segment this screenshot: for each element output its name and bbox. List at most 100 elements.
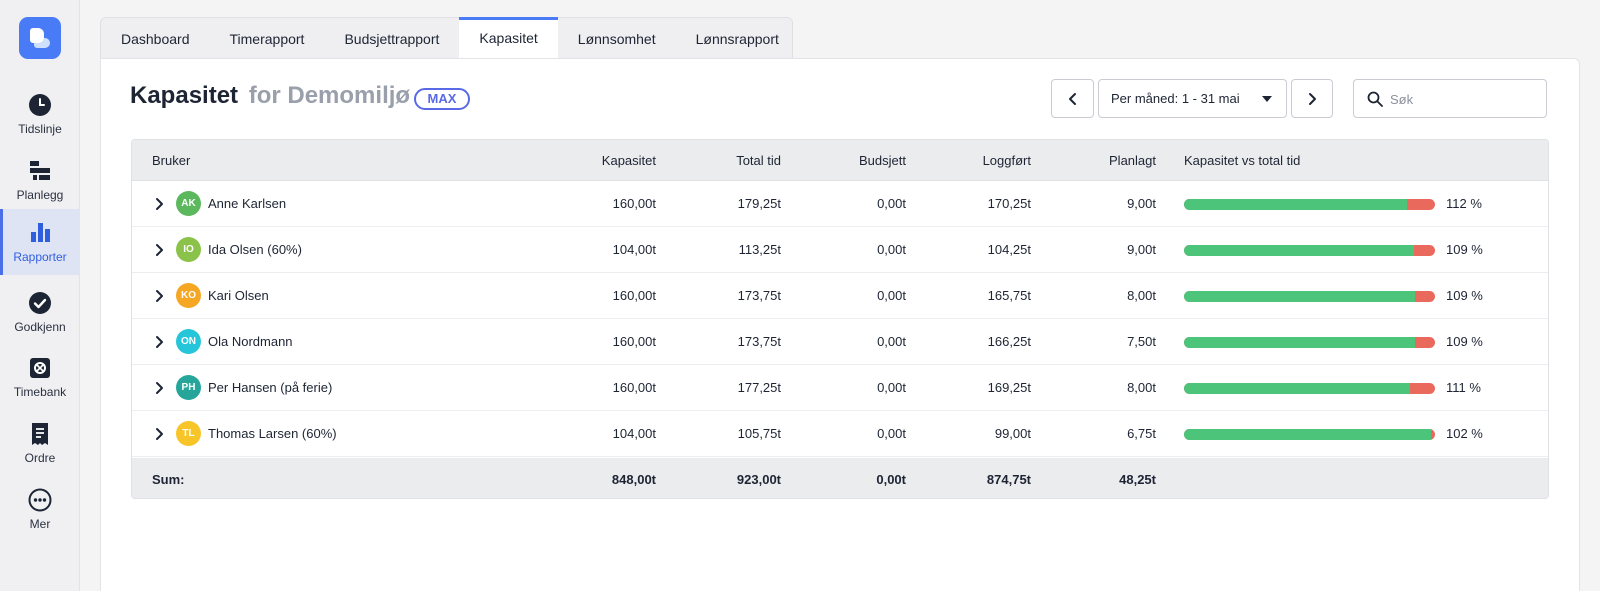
- more-icon: [28, 488, 52, 512]
- table-row[interactable]: IO Ida Olsen (60%) 104,00t 113,25t 0,00t 104,…: [132, 227, 1548, 273]
- cell-kapasitet: 160,00t: [612, 288, 656, 303]
- col-budsjett[interactable]: Budsjett: [859, 153, 906, 168]
- cell-loggfort: 165,75t: [987, 288, 1031, 303]
- chevron-left-icon: [1068, 92, 1076, 105]
- sidebar-item-mer[interactable]: Mer: [0, 480, 80, 542]
- capacity-percent: 109 %: [1446, 288, 1483, 303]
- sidebar-item-tidslinje[interactable]: Tidslinje: [0, 85, 80, 147]
- capacity-progress-bar: [1184, 429, 1435, 440]
- table-row[interactable]: AK Anne Karlsen 160,00t 179,25t 0,00t 170,25t…: [132, 181, 1548, 227]
- sum-kapasitet: 848,00t: [611, 472, 656, 487]
- col-kapasitet[interactable]: Kapasitet: [601, 153, 656, 168]
- avatar: PH: [176, 375, 201, 400]
- cell-budsjett: 0,00t: [877, 196, 906, 211]
- caret-down-icon: [1262, 96, 1272, 102]
- col-loggfort[interactable]: Loggført: [982, 153, 1031, 168]
- avatar: IO: [176, 237, 201, 262]
- cell-budsjett: 0,00t: [877, 380, 906, 395]
- cell-loggfort: 166,25t: [987, 334, 1031, 349]
- sidebar-item-label: Timebank: [13, 385, 67, 399]
- cell-total-tid: 173,75t: [737, 288, 781, 303]
- capacity-progress-fill: [1184, 337, 1416, 348]
- capacity-progress-fill: [1184, 245, 1415, 256]
- cell-total-tid: 177,25t: [737, 380, 781, 395]
- sidebar-item-godkjenn[interactable]: Godkjenn: [0, 283, 80, 345]
- bar-chart-icon: [31, 223, 50, 242]
- user-name: Ola Nordmann: [208, 334, 293, 349]
- cell-budsjett: 0,00t: [877, 288, 906, 303]
- planner-icon: [30, 161, 50, 180]
- chevron-right-icon[interactable]: [152, 289, 166, 303]
- avatar: AK: [176, 191, 201, 216]
- cell-planlagt: 6,75t: [1127, 426, 1156, 441]
- previous-period-button[interactable]: [1051, 79, 1094, 118]
- user-name: Thomas Larsen (60%): [208, 426, 337, 441]
- next-period-button[interactable]: [1291, 79, 1333, 118]
- clock-icon: [29, 94, 51, 116]
- search-icon: [1367, 91, 1383, 107]
- chevron-right-icon[interactable]: [152, 427, 166, 441]
- cell-planlagt: 9,00t: [1127, 196, 1156, 211]
- table-row[interactable]: PH Per Hansen (på ferie) 160,00t 177,25t 0,0…: [132, 365, 1548, 411]
- table-row[interactable]: TL Thomas Larsen (60%) 104,00t 105,75t 0,00t…: [132, 411, 1548, 457]
- sum-label: Sum:: [152, 472, 185, 487]
- sidebar-item-label: Tidslinje: [18, 122, 62, 136]
- cell-kapasitet: 160,00t: [612, 380, 656, 395]
- cell-loggfort: 170,25t: [987, 196, 1031, 211]
- col-kapasitet-vs-total[interactable]: Kapasitet vs total tid: [1184, 153, 1301, 168]
- cell-kapasitet: 104,00t: [612, 242, 656, 257]
- title-main: Kapasitet: [130, 82, 239, 109]
- user-name: Anne Karlsen: [208, 196, 287, 211]
- cell-loggfort: 169,25t: [987, 380, 1031, 395]
- page-title: Kapasitet for Demomiljø: [130, 82, 410, 110]
- capacity-progress-fill: [1184, 291, 1416, 302]
- capacity-percent: 109 %: [1446, 242, 1483, 257]
- capacity-percent: 109 %: [1446, 334, 1483, 349]
- table-header: Bruker Kapasitet Total tid Budsjett Logg…: [132, 140, 1548, 181]
- sidebar-item-label: Godkjenn: [14, 320, 66, 334]
- avatar: KO: [176, 283, 201, 308]
- cell-total-tid: 179,25t: [737, 196, 781, 211]
- tab-lonnsrapport[interactable]: Lønnsrapport: [695, 31, 779, 47]
- capacity-progress-bar: [1184, 245, 1435, 256]
- user-name: Kari Olsen: [208, 288, 269, 303]
- cell-kapasitet: 160,00t: [612, 196, 656, 211]
- receipt-icon: [32, 423, 48, 445]
- check-circle-icon: [29, 292, 51, 314]
- table-row[interactable]: KO Kari Olsen 160,00t 173,75t 0,00t 165,75t 8,…: [132, 273, 1548, 319]
- sidebar-item-label: Mer: [29, 517, 51, 531]
- app-logo[interactable]: [19, 17, 61, 59]
- sidebar-item-planlegg[interactable]: Planlegg: [0, 151, 80, 213]
- chevron-right-icon[interactable]: [152, 381, 166, 395]
- chevron-right-icon[interactable]: [152, 243, 166, 257]
- sidebar-item-label: Ordre: [24, 451, 56, 465]
- table-row[interactable]: ON Ola Nordmann 160,00t 173,75t 0,00t 166,25t…: [132, 319, 1548, 365]
- table-footer: Sum: 848,00t 923,00t 0,00t 874,75t 48,25…: [132, 458, 1548, 498]
- chevron-right-icon: [1309, 92, 1316, 105]
- sidebar-item-label: Rapporter: [13, 250, 67, 264]
- sidebar-item-rapporter[interactable]: Rapporter: [0, 209, 80, 275]
- capacity-percent: 111 %: [1446, 380, 1481, 395]
- cell-loggfort: 104,25t: [987, 242, 1031, 257]
- safe-icon: [30, 358, 50, 378]
- tab-lonnsomhet[interactable]: Lønnsomhet: [577, 31, 656, 47]
- cell-total-tid: 113,25t: [738, 242, 781, 257]
- chevron-right-icon[interactable]: [152, 197, 166, 211]
- tab-kapasitet[interactable]: Kapasitet: [459, 17, 558, 59]
- tab-dashboard[interactable]: Dashboard: [121, 31, 190, 47]
- sidebar-item-timebank[interactable]: Timebank: [0, 348, 80, 410]
- search-input[interactable]: [1390, 88, 1540, 110]
- capacity-progress-bar: [1184, 383, 1435, 394]
- user-name: Per Hansen (på ferie): [208, 380, 333, 395]
- col-total-tid[interactable]: Total tid: [736, 153, 781, 168]
- col-bruker[interactable]: Bruker: [152, 153, 191, 168]
- tab-timerapport[interactable]: Timerapport: [229, 31, 305, 47]
- tab-budsjettrapport[interactable]: Budsjettrapport: [344, 31, 440, 47]
- chevron-right-icon[interactable]: [152, 335, 166, 349]
- period-select[interactable]: Per måned: 1 - 31 mai: [1098, 79, 1287, 118]
- sum-total-tid: 923,00t: [736, 472, 781, 487]
- report-tabs: Dashboard Timerapport Budsjettrapport Ka…: [100, 17, 793, 59]
- sidebar-item-ordre[interactable]: Ordre: [0, 414, 80, 476]
- cell-budsjett: 0,00t: [877, 242, 906, 257]
- col-planlagt[interactable]: Planlagt: [1109, 153, 1156, 168]
